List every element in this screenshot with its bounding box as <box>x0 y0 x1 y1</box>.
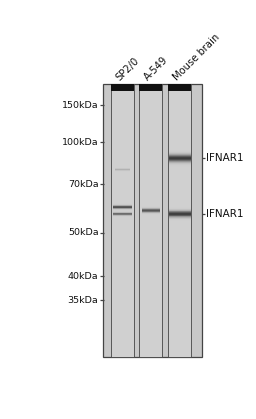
Bar <box>169 166 190 167</box>
Text: 35kDa: 35kDa <box>68 296 99 305</box>
Bar <box>169 159 190 160</box>
Bar <box>169 161 190 162</box>
Bar <box>169 210 190 211</box>
Bar <box>103 84 202 357</box>
Bar <box>169 206 190 207</box>
Bar <box>169 215 190 216</box>
Text: Mouse brain: Mouse brain <box>172 32 222 83</box>
Text: IFNAR1: IFNAR1 <box>206 209 243 219</box>
Bar <box>169 158 190 159</box>
Bar <box>169 155 190 156</box>
Text: A-549: A-549 <box>143 55 170 83</box>
Bar <box>169 209 190 210</box>
Bar <box>169 214 190 215</box>
Bar <box>169 152 190 153</box>
Bar <box>169 153 190 154</box>
Bar <box>169 149 190 150</box>
Bar <box>169 213 190 214</box>
Bar <box>169 165 190 166</box>
Bar <box>168 84 191 91</box>
Bar <box>169 218 190 219</box>
Text: 70kDa: 70kDa <box>68 180 99 189</box>
Bar <box>169 151 190 152</box>
Bar <box>111 84 134 91</box>
Bar <box>169 154 190 155</box>
Bar <box>169 221 190 222</box>
Bar <box>169 148 190 149</box>
Text: 50kDa: 50kDa <box>68 228 99 237</box>
Bar <box>168 84 191 357</box>
Bar <box>169 212 190 213</box>
Text: 40kDa: 40kDa <box>68 272 99 281</box>
Bar <box>169 216 190 217</box>
Bar <box>169 211 190 212</box>
Bar <box>111 84 134 357</box>
Bar <box>169 150 190 151</box>
Bar <box>169 163 190 164</box>
Bar <box>139 84 162 91</box>
Bar <box>169 217 190 218</box>
Text: 150kDa: 150kDa <box>62 101 99 110</box>
Bar <box>169 208 190 209</box>
Bar <box>169 157 190 158</box>
Bar <box>169 156 190 157</box>
Bar <box>139 84 162 357</box>
Bar <box>169 167 190 168</box>
Text: IFNAR1: IFNAR1 <box>206 153 243 163</box>
Bar <box>169 162 190 163</box>
Text: 100kDa: 100kDa <box>62 138 99 147</box>
Bar <box>169 219 190 220</box>
Text: SP2/0: SP2/0 <box>114 55 141 83</box>
Bar <box>169 220 190 221</box>
Bar <box>169 207 190 208</box>
Bar <box>169 164 190 165</box>
Bar <box>169 160 190 161</box>
